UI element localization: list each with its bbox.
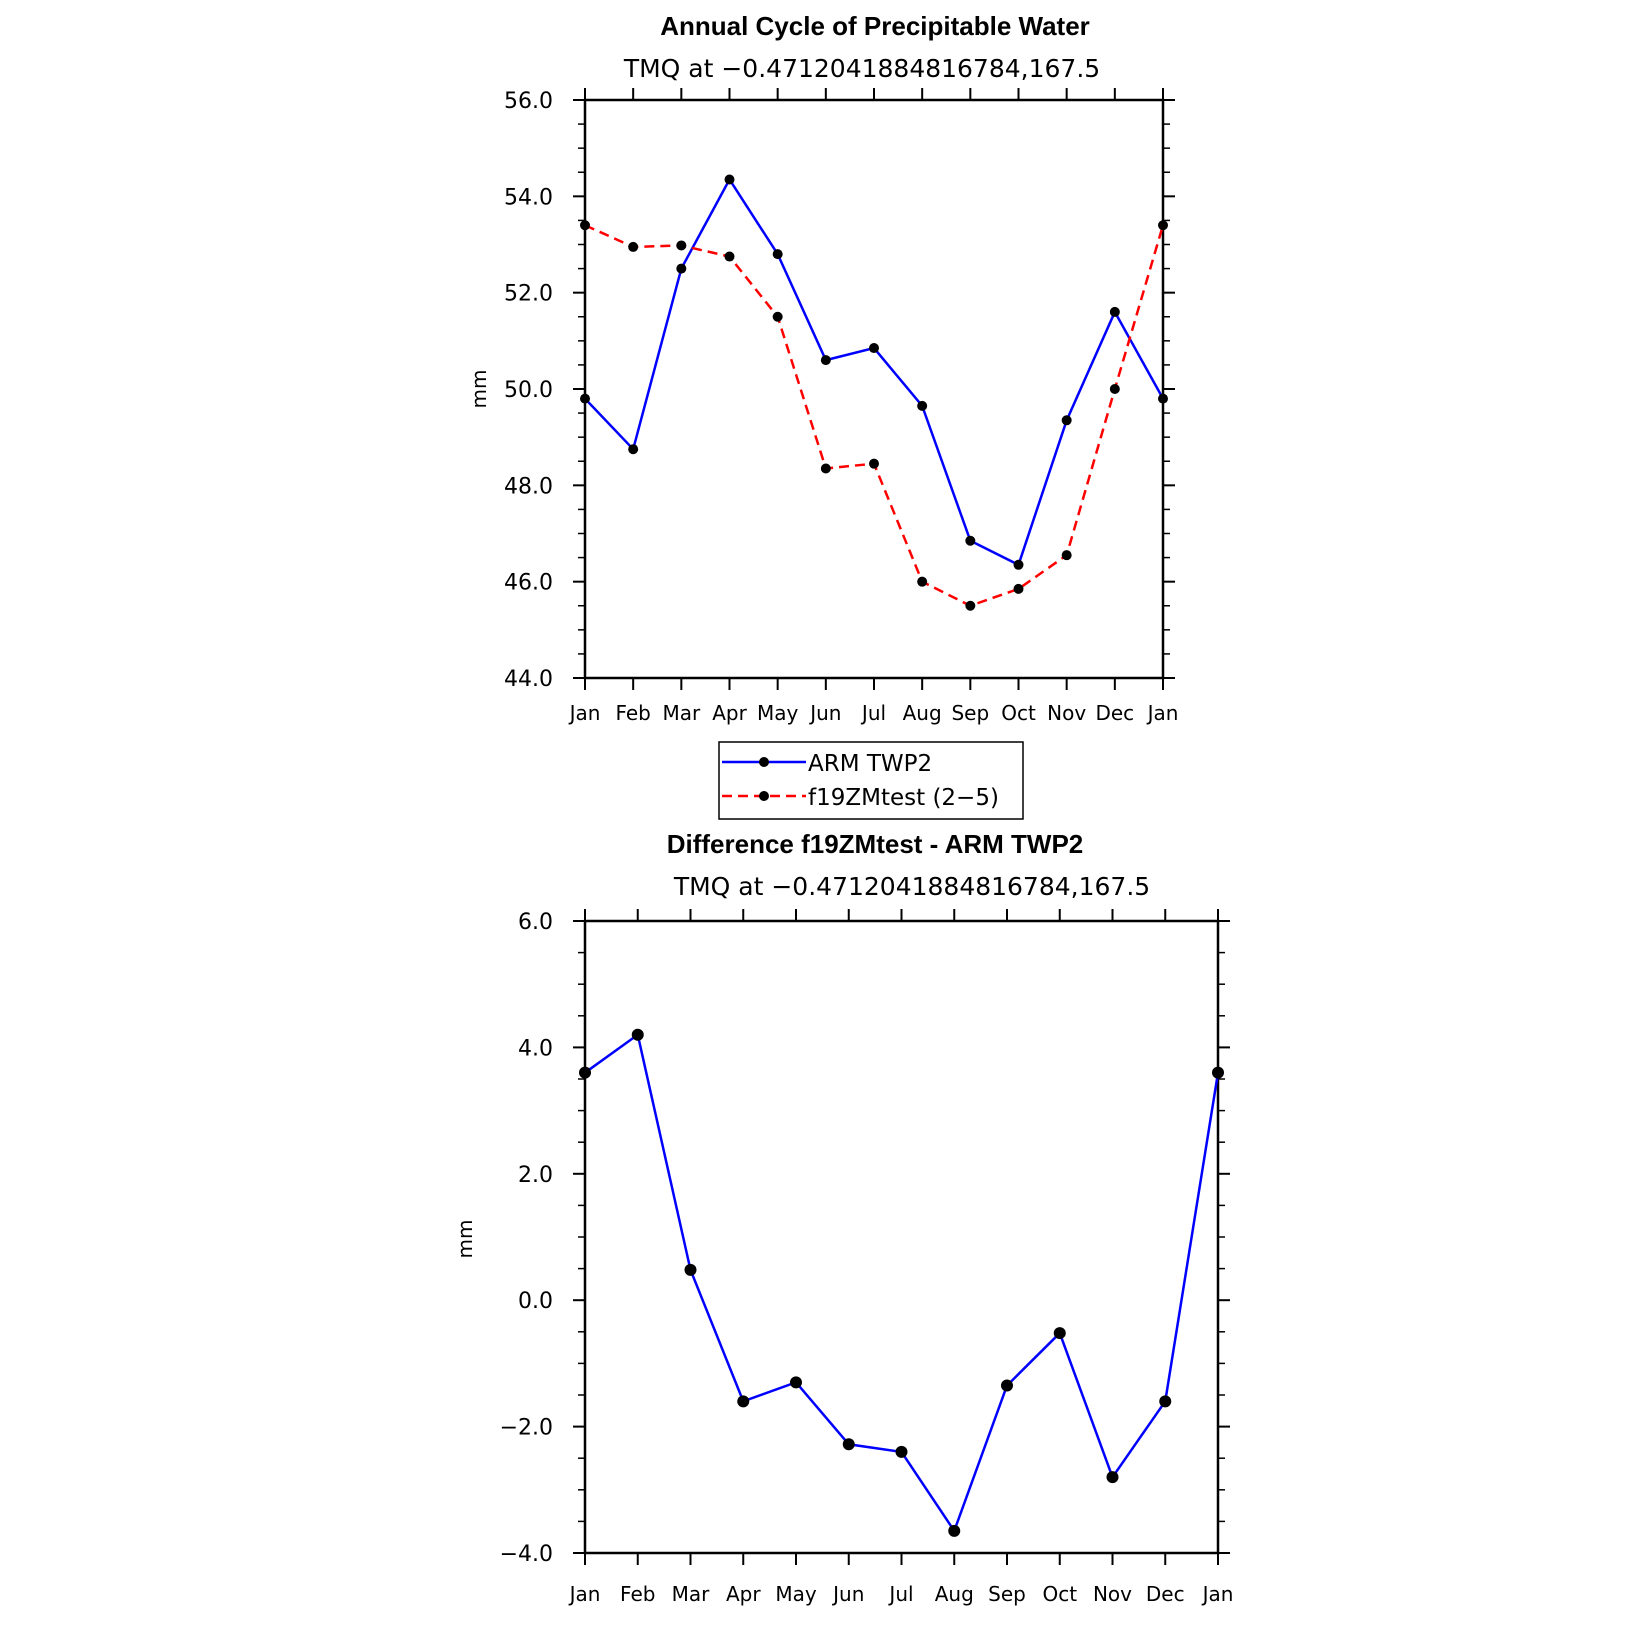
legend-box <box>718 741 1024 820</box>
data-point <box>724 174 735 185</box>
data-point <box>820 355 831 366</box>
data-point <box>676 263 687 274</box>
y-axis-label: mm <box>467 370 491 409</box>
series-line-1 <box>584 224 1165 608</box>
y-tick-label: 0.0 <box>518 1289 553 1314</box>
x-tick-label: Jul <box>860 701 886 725</box>
data-point <box>1158 393 1168 404</box>
annual-cycle-chart: Annual Cycle of Precipitable Water TMQ a… <box>467 11 1178 725</box>
difference-chart: Difference f19ZMtest - ARM TWP2 TMQ at −… <box>453 829 1233 1606</box>
x-tick-label: Jan <box>1201 1582 1234 1606</box>
x-tick-label: Feb <box>620 1582 655 1606</box>
y-tick-label: 44.0 <box>504 667 553 692</box>
x-tick-label: Jan <box>568 1582 601 1606</box>
data-point <box>580 220 590 231</box>
data-point <box>676 240 687 251</box>
data-point <box>1106 1471 1119 1484</box>
x-tick-label: Oct <box>1001 701 1036 725</box>
chart-subtitle: TMQ at −0.4712041884816784,167.5 <box>673 872 1150 901</box>
data-point <box>917 400 928 411</box>
data-point <box>772 311 783 322</box>
data-point <box>772 249 783 260</box>
data-point <box>737 1395 750 1408</box>
data-point <box>1109 306 1120 317</box>
data-point <box>579 1066 591 1079</box>
data-point <box>580 393 590 404</box>
data-point <box>965 535 976 546</box>
x-tick-label: Nov <box>1093 1582 1132 1606</box>
plot-frame <box>583 919 1220 1555</box>
x-tick-label: Mar <box>672 1582 711 1606</box>
x-tick-label: Jan <box>1146 701 1179 725</box>
y-tick-label: 6.0 <box>518 910 553 935</box>
x-tick-label: Sep <box>988 1582 1026 1606</box>
data-point <box>628 444 639 455</box>
data-point <box>948 1524 961 1537</box>
x-tick-label: Nov <box>1047 701 1086 725</box>
data-point <box>790 1376 802 1389</box>
x-tick-label: Jun <box>831 1582 864 1606</box>
data-point <box>1013 583 1024 594</box>
data-point <box>1159 1395 1172 1408</box>
x-tick-label: Aug <box>903 701 942 725</box>
y-tick-label: 50.0 <box>504 378 553 403</box>
data-point <box>820 463 831 474</box>
legend: ARM TWP2 f19ZMtest (2−5) <box>718 741 1024 820</box>
y-tick-label: 52.0 <box>504 282 553 307</box>
x-tick-label: Apr <box>712 701 747 725</box>
x-tick-label: Sep <box>951 701 989 725</box>
data-point <box>684 1263 697 1276</box>
data-point <box>631 1028 644 1041</box>
y-tick-label: −4.0 <box>500 1542 553 1567</box>
data-point <box>917 576 928 587</box>
data-point <box>869 458 879 469</box>
data-point <box>724 251 735 262</box>
x-tick-label: Apr <box>726 1582 761 1606</box>
x-tick-label: Jan <box>568 701 601 725</box>
chart-title: Difference f19ZMtest - ARM TWP2 <box>667 829 1084 859</box>
x-tick-label: May <box>757 701 799 725</box>
x-tick-label: Oct <box>1042 1582 1077 1606</box>
data-point <box>1001 1379 1013 1392</box>
data-point <box>1109 384 1120 394</box>
x-tick-label: Jun <box>808 701 841 725</box>
data-point <box>1053 1327 1066 1340</box>
chart-title: Annual Cycle of Precipitable Water <box>660 11 1090 41</box>
y-tick-label: 56.0 <box>504 89 553 114</box>
legend-marker-arm <box>759 757 769 767</box>
y-tick-label: 2.0 <box>518 1163 553 1188</box>
x-tick-label: Feb <box>615 701 650 725</box>
y-axis-label: mm <box>453 1220 477 1259</box>
plot-frame <box>583 98 1165 680</box>
x-tick-label: Dec <box>1095 701 1134 725</box>
y-tick-label: 54.0 <box>504 185 553 210</box>
data-point <box>628 241 639 252</box>
data-point <box>1013 559 1024 570</box>
data-point <box>1158 220 1168 231</box>
y-tick-label: 48.0 <box>504 474 553 499</box>
y-tick-label: 4.0 <box>518 1036 553 1061</box>
chart-subtitle: TMQ at −0.4712041884816784,167.5 <box>623 54 1100 83</box>
data-point <box>842 1438 855 1451</box>
data-point <box>1061 415 1072 426</box>
y-tick-label: 46.0 <box>504 571 553 596</box>
x-tick-label: Dec <box>1146 1582 1185 1606</box>
data-point <box>895 1445 908 1458</box>
x-tick-label: Aug <box>935 1582 974 1606</box>
data-point <box>1061 550 1072 561</box>
x-tick-label: May <box>775 1582 817 1606</box>
x-tick-label: Jul <box>887 1582 913 1606</box>
y-tick-label: −2.0 <box>500 1416 553 1441</box>
legend-marker-f19 <box>759 791 769 801</box>
x-tick-label: Mar <box>662 701 701 725</box>
legend-label-arm: ARM TWP2 <box>808 751 932 777</box>
legend-label-f19: f19ZMtest (2−5) <box>808 785 999 811</box>
data-point <box>965 600 976 611</box>
data-point <box>1212 1066 1224 1079</box>
data-point <box>869 343 879 354</box>
series-line-0 <box>584 177 1165 567</box>
